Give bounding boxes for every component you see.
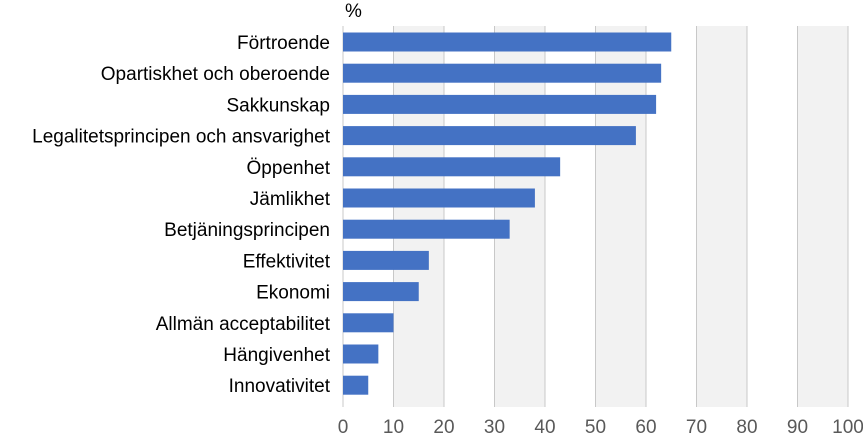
x-tick-label: 10 bbox=[383, 417, 404, 438]
x-tick-labels: 0 10 20 30 40 50 60 70 80 90 100 bbox=[338, 417, 863, 438]
category-label: Förtroende bbox=[237, 33, 330, 54]
x-tick-label: 70 bbox=[686, 417, 707, 438]
category-label: Jämlikhet bbox=[250, 189, 331, 210]
category-label: Sakkunskap bbox=[226, 95, 330, 116]
x-tick-label: 90 bbox=[787, 417, 808, 438]
grid-band bbox=[696, 26, 747, 407]
grid-band bbox=[797, 26, 848, 407]
bar bbox=[343, 94, 657, 114]
category-label: Hängivenhet bbox=[223, 345, 330, 366]
bar bbox=[343, 282, 419, 302]
grid-band bbox=[494, 26, 545, 407]
x-tick-label: 40 bbox=[534, 417, 555, 438]
x-tick-label: 20 bbox=[433, 417, 454, 438]
category-label: Öppenhet bbox=[247, 158, 331, 179]
unit-label: % bbox=[345, 1, 362, 22]
category-labels: Förtroende Opartiskhet och oberoende Sakku… bbox=[32, 33, 331, 397]
bar bbox=[343, 32, 672, 52]
category-label: Opartiskhet och oberoende bbox=[101, 64, 330, 85]
x-tick-label: 100 bbox=[832, 417, 863, 438]
category-label: Innovativitet bbox=[229, 376, 331, 397]
bars bbox=[343, 32, 672, 395]
bar bbox=[343, 250, 429, 270]
x-tick-label: 0 bbox=[338, 417, 349, 438]
x-tick-label: 30 bbox=[484, 417, 505, 438]
bar bbox=[343, 344, 379, 364]
category-label: Betjäningsprincipen bbox=[164, 220, 330, 241]
x-tick-label: 50 bbox=[585, 417, 606, 438]
gridlines bbox=[342, 26, 849, 407]
bar bbox=[343, 126, 636, 146]
category-label: Ekonomi bbox=[256, 283, 330, 304]
bar bbox=[343, 375, 369, 395]
grid-band bbox=[595, 26, 646, 407]
bar bbox=[343, 157, 561, 177]
background-bands bbox=[393, 26, 848, 407]
grid-band bbox=[393, 26, 444, 407]
category-label: Legalitetsprincipen och ansvarighet bbox=[32, 127, 331, 148]
bar bbox=[343, 219, 510, 239]
x-tick-label: 60 bbox=[635, 417, 656, 438]
category-label: Effektivitet bbox=[243, 251, 331, 272]
x-tick-label: 80 bbox=[736, 417, 757, 438]
bar bbox=[343, 63, 662, 83]
bar bbox=[343, 188, 535, 208]
category-label: Allmän acceptabilitet bbox=[156, 314, 331, 335]
bar bbox=[343, 313, 394, 333]
